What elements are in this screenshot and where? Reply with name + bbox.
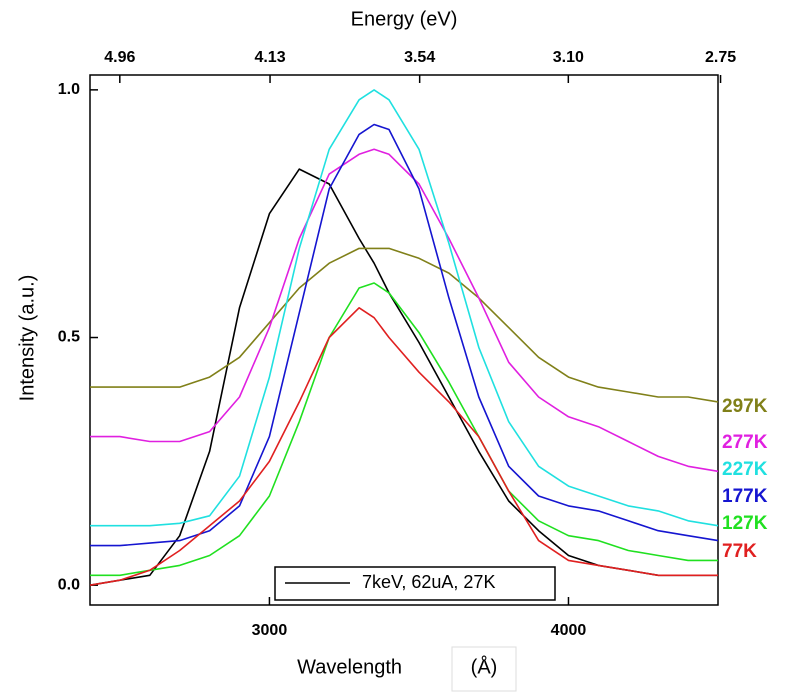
x2-tick-label: 3.10 <box>553 49 584 66</box>
x-axis-unit: (Å) <box>471 655 498 678</box>
x-axis-title: Wavelength <box>297 656 402 678</box>
end-label: 227K <box>722 459 768 480</box>
plot-frame <box>89 74 719 606</box>
legend-label: 7keV, 62uA, 27K <box>362 572 495 592</box>
y-tick-label: 1.0 <box>58 81 80 98</box>
end-label: 177K <box>722 486 768 507</box>
series-line <box>90 148 719 473</box>
end-label: 77K <box>722 541 757 562</box>
x2-tick-label: 2.75 <box>705 49 736 66</box>
y-axis-title: Intensity (a.u.) <box>16 275 38 402</box>
series-line <box>90 89 719 527</box>
end-label: 277K <box>722 432 768 453</box>
series-line <box>90 123 719 547</box>
top-axis-title: Energy (eV) <box>351 8 458 30</box>
x2-tick-label: 3.54 <box>404 49 435 66</box>
series-line <box>90 247 719 403</box>
x2-tick-label: 4.13 <box>254 49 285 66</box>
y-tick-label: 0.0 <box>58 576 80 593</box>
series-line <box>89 306 718 586</box>
end-label: 127K <box>722 513 768 534</box>
x-tick-label: 4000 <box>551 622 587 639</box>
x-tick-label: 3000 <box>252 622 288 639</box>
series-line <box>90 282 718 577</box>
x2-tick-label: 4.96 <box>104 49 135 66</box>
end-label: 297K <box>722 396 768 417</box>
unit-box <box>451 646 517 692</box>
y-tick-label: 0.5 <box>58 329 80 346</box>
